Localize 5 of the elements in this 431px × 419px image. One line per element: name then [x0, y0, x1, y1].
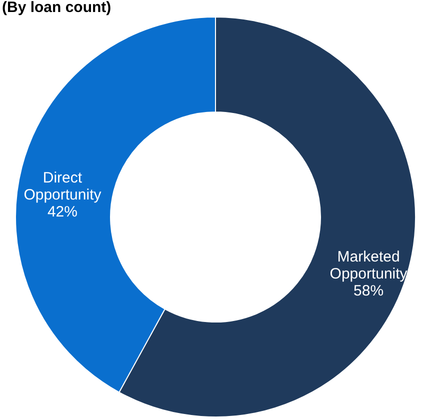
data-label: 42%	[47, 204, 78, 221]
slice-label: Marketed Opportunity	[330, 248, 408, 282]
chart-title: (By loan count)	[2, 0, 112, 16]
data-label: 58%	[354, 282, 384, 300]
slice-label: Direct Opportunity	[24, 170, 102, 204]
